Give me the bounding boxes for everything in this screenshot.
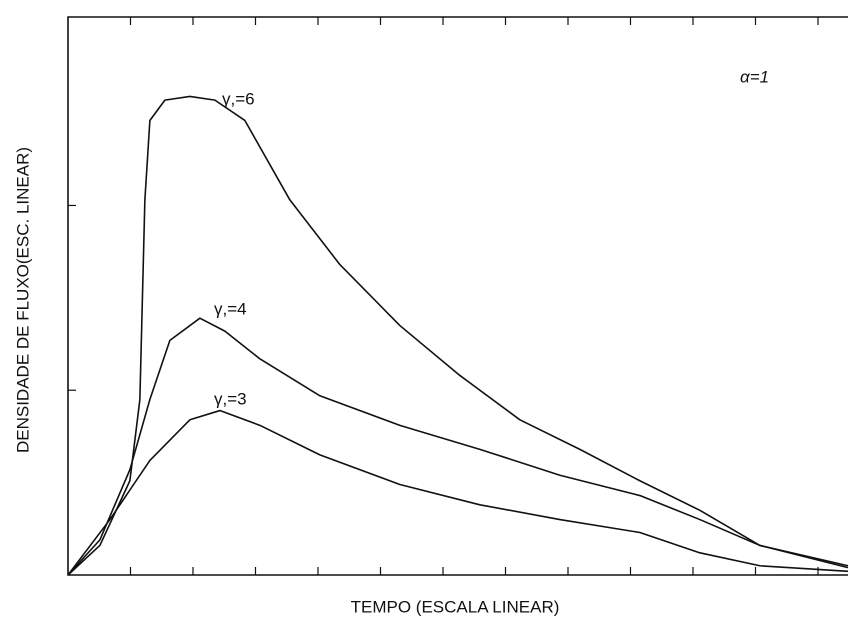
curve-label: γ,=3 [214, 389, 247, 408]
x-axis-label: TEMPO (ESCALA LINEAR) [351, 597, 560, 616]
curve-label: γ,=4 [214, 299, 247, 318]
annotation: α=1 [740, 67, 769, 86]
curve-label: γ,=6 [222, 89, 255, 108]
y-axis-label: DENSIDADE DE FLUXO(ESC. LINEAR) [13, 147, 32, 453]
curve [67, 409, 849, 576]
curve [67, 95, 849, 576]
axes-frame [67, 16, 848, 576]
curve [67, 317, 849, 576]
